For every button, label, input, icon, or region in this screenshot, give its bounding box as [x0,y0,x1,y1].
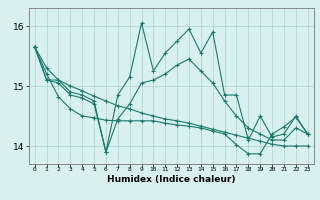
X-axis label: Humidex (Indice chaleur): Humidex (Indice chaleur) [107,175,236,184]
